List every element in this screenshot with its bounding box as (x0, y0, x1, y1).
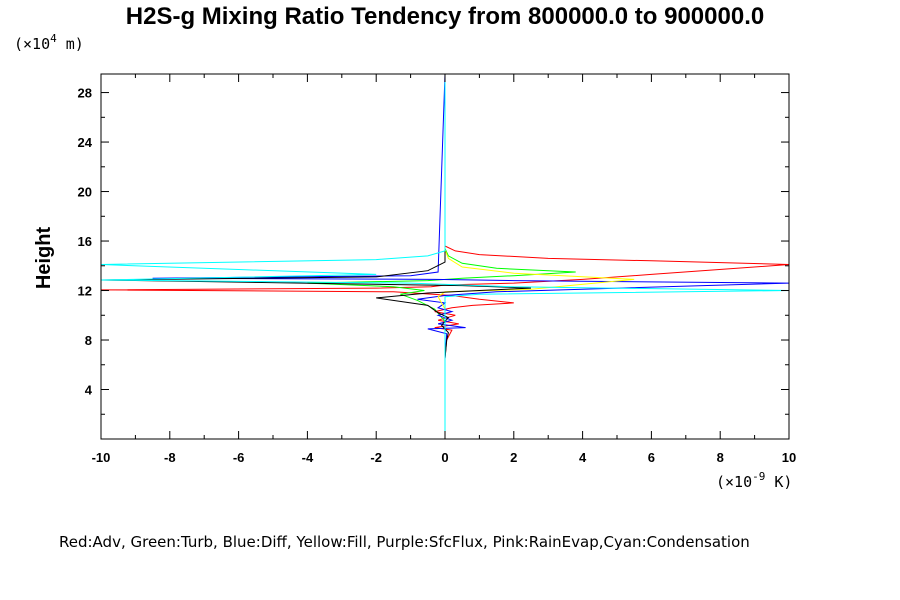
x-unit-exponent: -9 (752, 470, 765, 483)
x-tick-label: -10 (92, 450, 111, 465)
series-line-4 (100, 74, 532, 359)
x-unit-label: (×10-9 K) (716, 470, 792, 491)
y-tick-label: 24 (78, 135, 93, 150)
y-tick-label: 20 (78, 185, 92, 200)
y-axis-label: Height (33, 227, 55, 290)
series-line-1 (307, 74, 576, 359)
series-line-3 (437, 74, 635, 359)
x-unit-suffix: K) (765, 473, 792, 491)
y-tick-label: 4 (85, 383, 93, 398)
x-tick-label: -6 (233, 450, 245, 465)
y-unit-exponent: 4 (50, 32, 57, 45)
y-tick-label: 28 (78, 86, 92, 101)
x-tick-label: 4 (579, 450, 587, 465)
x-tick-label: -8 (164, 450, 176, 465)
y-unit-label: (×104 m) (14, 32, 84, 53)
x-tick-label: 0 (441, 450, 448, 465)
x-tick-label: 2 (510, 450, 517, 465)
series-line-2 (152, 73, 790, 359)
x-unit-prefix: (×10 (716, 473, 752, 491)
x-tick-label: 8 (717, 450, 724, 465)
series-line-5 (100, 74, 790, 439)
y-unit-prefix: (×10 (14, 35, 50, 53)
x-tick-label: 6 (648, 450, 655, 465)
y-tick-label: 12 (78, 284, 92, 299)
y-tick-label: 16 (78, 234, 92, 249)
chart-title: H2S-g Mixing Ratio Tendency from 800000.… (126, 3, 764, 30)
y-tick-label: 8 (85, 333, 92, 348)
legend-text: Red:Adv, Green:Turb, Blue:Diff, Yellow:F… (59, 533, 750, 551)
y-unit-suffix: m) (57, 35, 84, 53)
x-tick-label: 10 (782, 450, 796, 465)
x-tick-label: -2 (370, 450, 382, 465)
series-line-0 (100, 74, 790, 359)
x-tick-label: -4 (302, 450, 314, 465)
